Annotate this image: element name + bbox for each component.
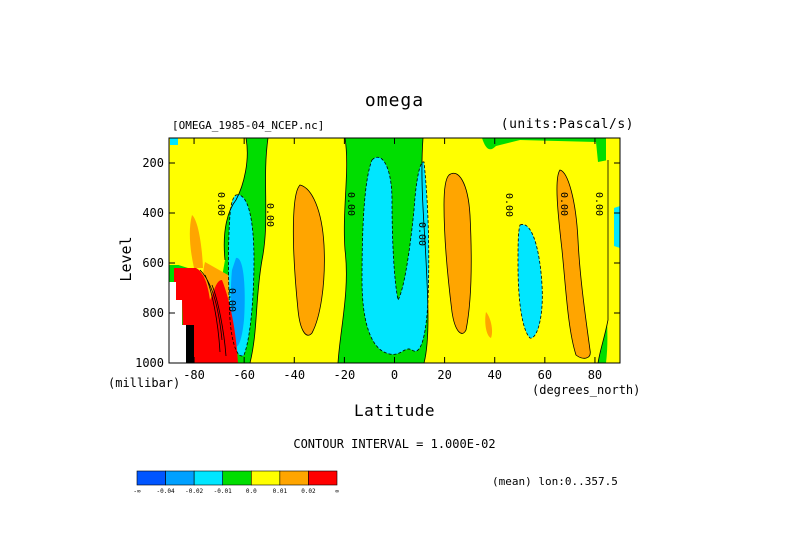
contour-field: 0.00 0.00 0.00 0.00 0.00 0.00 0.00 0.00 <box>169 138 620 363</box>
contour-lines-negative <box>228 156 543 357</box>
terrain-black <box>186 325 194 363</box>
yellow-region-edge <box>169 172 182 265</box>
contour-lines <box>199 138 609 363</box>
y-tick-label: 1000 <box>135 356 164 370</box>
contour-label-group: 0.00 0.00 0.00 0.00 0.00 0.00 0.00 0.00 <box>215 192 604 312</box>
x-tick-label: -80 <box>183 368 205 382</box>
colorbar-swatch <box>193 470 224 486</box>
cyan-region-edge <box>614 206 620 248</box>
colorbar-label: 0.0 <box>246 488 257 495</box>
colorbar-swatch <box>136 470 166 486</box>
colorbar-label: -0.01 <box>214 488 232 495</box>
x-tick-label: 0 <box>391 368 398 382</box>
x-axis-unit: (degrees_north) <box>532 383 641 397</box>
contour-label: 0.00 <box>503 193 514 217</box>
orange-region-3 <box>556 170 591 359</box>
contour-label: 0.00 <box>593 192 604 216</box>
mean-longitude-note: (mean) lon:0..357.5 <box>492 475 618 488</box>
x-tick-label: 60 <box>538 368 552 382</box>
colorbar-label: -0.04 <box>157 488 175 495</box>
orange-region-2 <box>444 173 472 334</box>
source-file-label: [OMEGA_1985-04_NCEP.nc] <box>172 119 325 132</box>
cyan-region-nh <box>518 224 543 339</box>
orange-region-4 <box>189 215 203 268</box>
yellow-region-nh-polar <box>605 138 620 363</box>
contour-interval-note: CONTOUR INTERVAL = 1.000E-02 <box>293 437 496 451</box>
units-label: (units:Pascal/s) <box>500 117 634 132</box>
colorbar-swatch <box>165 470 195 486</box>
colorbar-label: 0.02 <box>301 488 316 495</box>
y-axis-ticks: 200 400 600 800 1000 <box>135 156 620 370</box>
y-tick-label: 200 <box>142 156 164 170</box>
y-tick-label: 600 <box>142 256 164 270</box>
colorbar-swatch <box>222 470 252 486</box>
y-axis-unit: (millibar) <box>108 376 181 390</box>
x-axis-ticks: -80 -60 -40 -20 0 20 40 60 80 <box>183 138 602 382</box>
x-tick-label: -40 <box>283 368 305 382</box>
colorbar-swatch <box>308 470 338 486</box>
x-tick-label: 80 <box>588 368 602 382</box>
cyan-region-equator <box>362 157 429 355</box>
yellow-region-sh-polar <box>169 138 248 300</box>
contour-label: 0.00 <box>226 288 237 312</box>
x-axis-label: Latitude <box>353 401 436 420</box>
colorbar-label: -∞ <box>133 488 141 495</box>
x-tick-label: -20 <box>334 368 356 382</box>
colorbar-swatch <box>279 470 309 486</box>
contour-label: 0.00 <box>558 192 569 216</box>
colorbar: -∞ -0.04 -0.02 -0.01 0.0 0.01 0.02 ∞ <box>133 470 339 495</box>
blue-region-sh <box>230 257 245 347</box>
orange-region-6 <box>485 312 493 338</box>
contour-label: 0.00 <box>215 192 226 216</box>
contour-label: 0.00 <box>345 192 356 216</box>
chart-title: omega <box>364 90 425 111</box>
colorbar-label: -0.02 <box>185 488 203 495</box>
terrain-white <box>169 282 188 363</box>
colorbar-swatch <box>250 470 281 486</box>
y-tick-label: 800 <box>142 306 164 320</box>
cyan-region-corner <box>170 138 178 145</box>
x-tick-label: 40 <box>487 368 501 382</box>
colorbar-label: 0.01 <box>273 488 288 495</box>
y-tick-label: 400 <box>142 206 164 220</box>
contour-label: 0.00 <box>416 222 427 246</box>
orange-region-1 <box>293 185 325 336</box>
contour-label: 0.00 <box>264 203 275 227</box>
x-tick-label: 20 <box>437 368 451 382</box>
colorbar-label: ∞ <box>335 488 339 495</box>
x-tick-label: -60 <box>233 368 255 382</box>
